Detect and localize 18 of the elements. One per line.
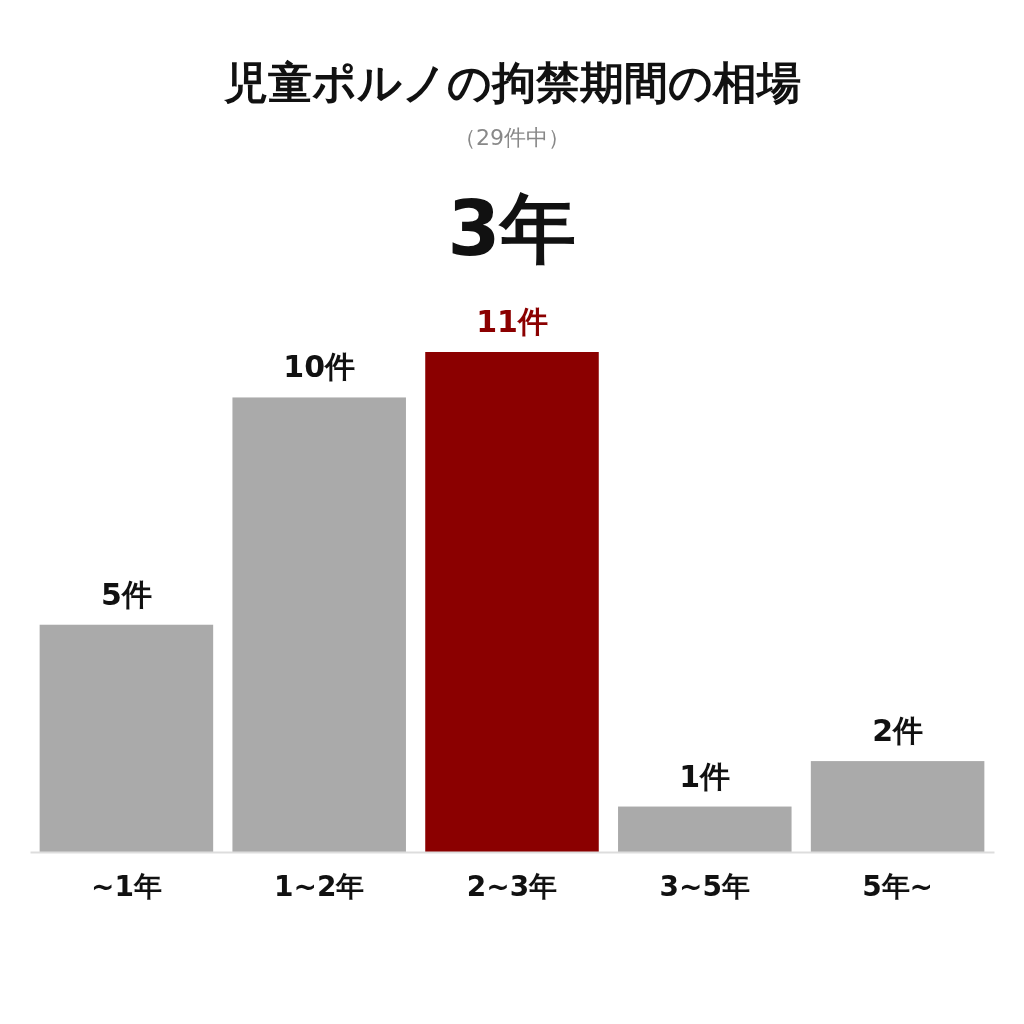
text: 3年: [447, 184, 577, 273]
bar: [39, 624, 214, 852]
x-tick-label: 5年~: [862, 869, 934, 903]
bar: [618, 806, 792, 852]
bar: [810, 761, 985, 852]
x-tick-label: 1~2年: [273, 869, 365, 903]
data-label: 5件: [100, 576, 152, 612]
bar: [232, 397, 406, 852]
chart-title: 児童ポルノの拘禁期間の相場: [222, 57, 801, 108]
x-tick-label: 2~3年: [466, 869, 558, 903]
x-tick-label: ~1年: [90, 869, 162, 903]
bar: [425, 352, 599, 852]
data-label: 1件: [679, 758, 731, 794]
data-label: 10件: [283, 349, 356, 385]
x-tick-label: 3~5年: [659, 869, 751, 903]
chart-subtitle: （29件中）: [454, 125, 570, 150]
data-label: 2件: [872, 713, 924, 749]
data-label: 11件: [476, 304, 548, 339]
